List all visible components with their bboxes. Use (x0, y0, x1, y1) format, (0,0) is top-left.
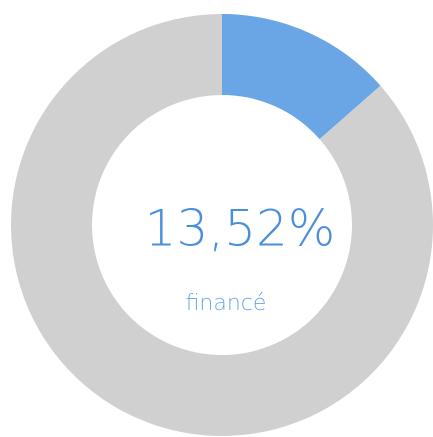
segments (10, 14, 433, 437)
donut-segment (222, 14, 381, 140)
center-label: financé (186, 291, 267, 316)
donut-segment (10, 14, 433, 437)
center-value: 13,52% (145, 200, 336, 258)
